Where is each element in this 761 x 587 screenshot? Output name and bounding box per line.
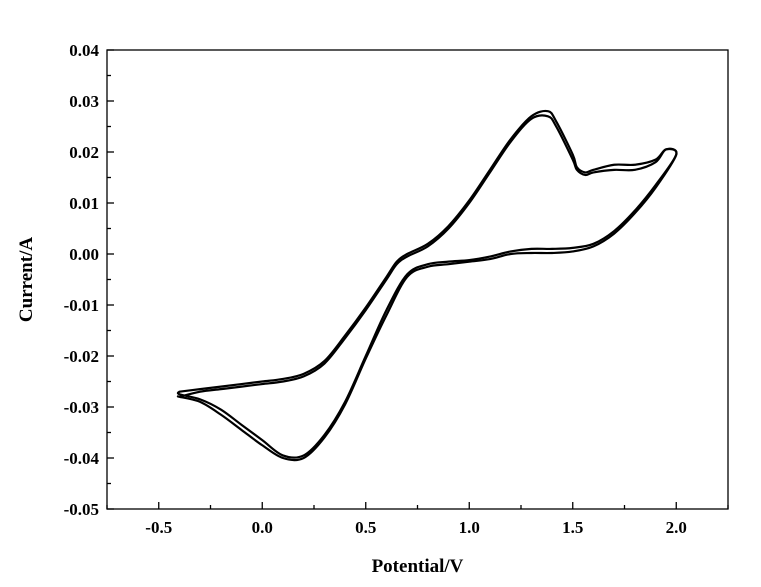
- y-tick-label: -0.04: [64, 449, 100, 468]
- x-tick-label: 1.5: [562, 518, 583, 537]
- x-tick-label: 0.0: [252, 518, 273, 537]
- axis-tick-labels: -0.5 0.0 0.5 1.0 1.5 2.0 0.04 0.03 0.02 0.01 0.00 -…: [64, 41, 687, 537]
- y-tick-label: 0.01: [69, 194, 99, 213]
- y-tick-label: -0.05: [64, 500, 99, 519]
- y-tick-label: -0.03: [64, 398, 99, 417]
- y-tick-label: 0.00: [69, 245, 99, 264]
- x-axis-label: Potential/V: [372, 556, 464, 577]
- y-tick-label: 0.03: [69, 92, 99, 111]
- axis-ticks: [106, 49, 729, 510]
- y-tick-label: -0.01: [64, 296, 99, 315]
- plot-frame: [106, 49, 729, 510]
- y-tick-label: 0.04: [69, 41, 99, 60]
- x-tick-label: 1.0: [459, 518, 480, 537]
- y-tick-label: -0.02: [64, 347, 99, 366]
- y-axis-label: Current/A: [16, 237, 37, 322]
- x-tick-label: 0.5: [355, 518, 376, 537]
- cv-cycle-1-line: [176, 109, 678, 459]
- x-tick-label: 2.0: [666, 518, 687, 537]
- cv-cycle-2-line: [176, 114, 678, 462]
- x-tick-label: -0.5: [145, 518, 172, 537]
- series-curves: [176, 109, 678, 462]
- y-tick-label: 0.02: [69, 143, 99, 162]
